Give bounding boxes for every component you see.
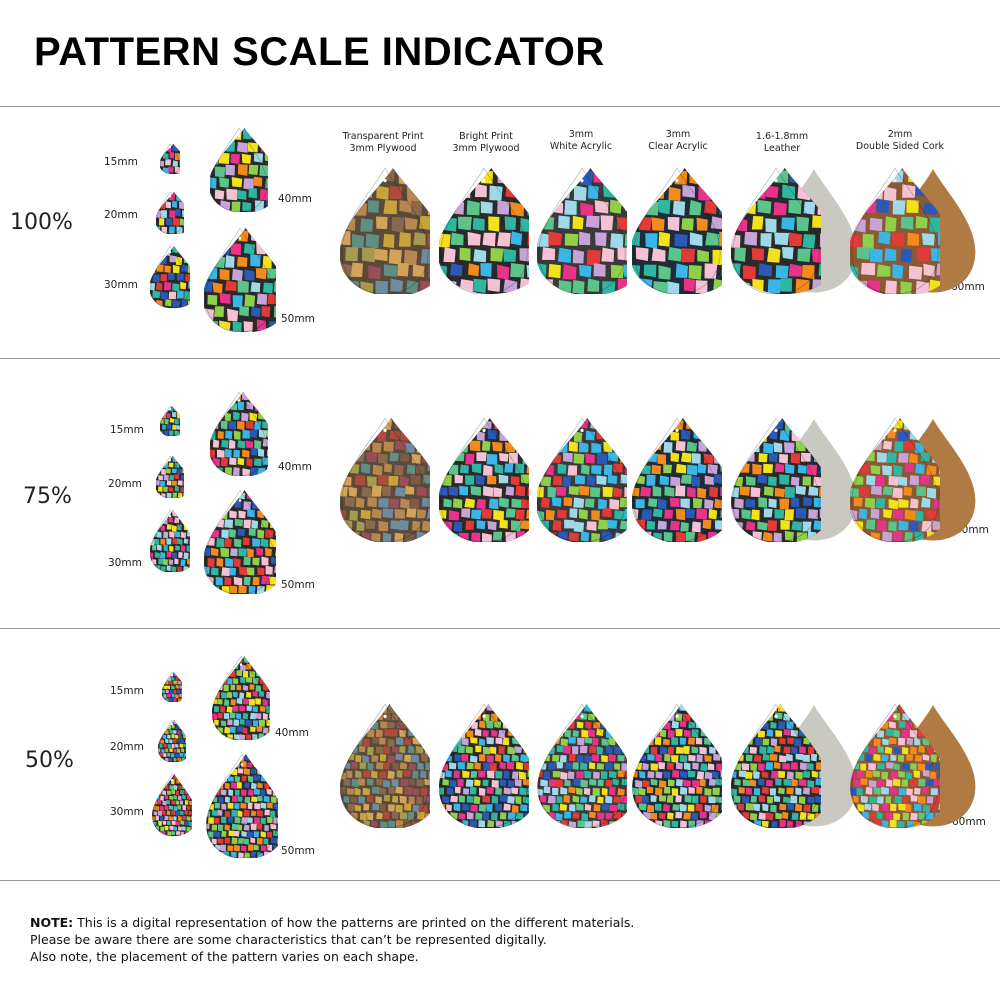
divider-top: [0, 106, 1000, 107]
small-50mm-drop: [204, 228, 276, 332]
small-15mm-drop: [162, 672, 182, 702]
divider-2: [0, 628, 1000, 629]
clear-acrylic-sample: [632, 704, 722, 828]
white-acrylic-sample: [537, 168, 627, 294]
column-header-cork: 2mm Double Sided Cork: [855, 129, 945, 152]
size-label-40mm: 40mm: [275, 727, 309, 739]
small-20mm-drop: [158, 720, 186, 762]
cork-sample: [850, 704, 981, 828]
size-label-30mm: 30mm: [110, 806, 144, 818]
clear-acrylic-sample: [632, 168, 722, 294]
page-title: PATTERN SCALE INDICATOR: [34, 30, 605, 74]
scale-label-50: 50%: [25, 748, 74, 773]
small-50mm-drop: [206, 754, 278, 858]
size-label-20mm: 20mm: [108, 478, 142, 490]
column-header-leather: 1.6-1.8mm Leather: [755, 131, 809, 154]
size-label-50mm: 50mm: [281, 579, 315, 591]
small-15mm-drop: [160, 144, 180, 174]
small-20mm-drop: [156, 456, 184, 498]
size-label-20mm: 20mm: [110, 741, 144, 753]
small-50mm-drop: [204, 490, 276, 594]
white-acrylic-sample: [537, 418, 627, 542]
note-line-2: Please be aware there are some character…: [30, 932, 547, 947]
bright-plywood-sample: [439, 418, 529, 542]
size-label-20mm: 20mm: [104, 209, 138, 221]
size-label-30mm: 30mm: [108, 557, 142, 569]
leather-sample: [731, 418, 862, 542]
size-label-40mm: 40mm: [278, 193, 312, 205]
column-header-clear-acrylic: 3mm Clear Acrylic: [648, 129, 708, 152]
small-40mm-drop: [210, 392, 268, 476]
bright-plywood-sample: [439, 168, 529, 294]
divider-bottom: [0, 880, 1000, 881]
size-label-60mm: 60mm: [952, 816, 986, 828]
cork-sample: [850, 418, 981, 542]
note-block: NOTE: This is a digital representation o…: [30, 914, 634, 965]
note-label: NOTE:: [30, 915, 74, 930]
column-header-white-acrylic: 3mm White Acrylic: [549, 129, 613, 152]
size-label-50mm: 50mm: [281, 313, 315, 325]
size-label-15mm: 15mm: [110, 685, 144, 697]
scale-label-75: 75%: [23, 484, 72, 509]
note-line-1: This is a digital representation of how …: [73, 915, 635, 930]
leather-sample: [731, 704, 862, 828]
small-30mm-drop: [150, 510, 190, 572]
leather-sample: [731, 168, 862, 294]
transparent-plywood-sample: [340, 418, 430, 542]
size-label-50mm: 50mm: [281, 845, 315, 857]
scale-label-100: 100%: [10, 210, 73, 235]
small-30mm-drop: [150, 246, 190, 308]
size-label-15mm: 15mm: [104, 156, 138, 168]
small-40mm-drop: [212, 656, 270, 740]
transparent-plywood-sample: [340, 168, 430, 294]
clear-acrylic-sample: [632, 418, 722, 542]
column-header-bright-plywood: Bright Print 3mm Plywood: [452, 131, 520, 154]
bright-plywood-sample: [439, 704, 529, 828]
size-label-40mm: 40mm: [278, 461, 312, 473]
size-label-15mm: 15mm: [110, 424, 144, 436]
column-header-transparent-plywood: Transparent Print 3mm Plywood: [342, 131, 424, 154]
small-15mm-drop: [160, 406, 180, 436]
small-40mm-drop: [210, 128, 268, 212]
small-30mm-drop: [152, 774, 192, 836]
divider-1: [0, 358, 1000, 359]
cork-sample: [850, 168, 981, 294]
size-label-30mm: 30mm: [104, 279, 138, 291]
small-20mm-drop: [156, 192, 184, 234]
white-acrylic-sample: [537, 704, 627, 828]
transparent-plywood-sample: [340, 704, 430, 828]
note-line-3: Also note, the placement of the pattern …: [30, 949, 419, 964]
